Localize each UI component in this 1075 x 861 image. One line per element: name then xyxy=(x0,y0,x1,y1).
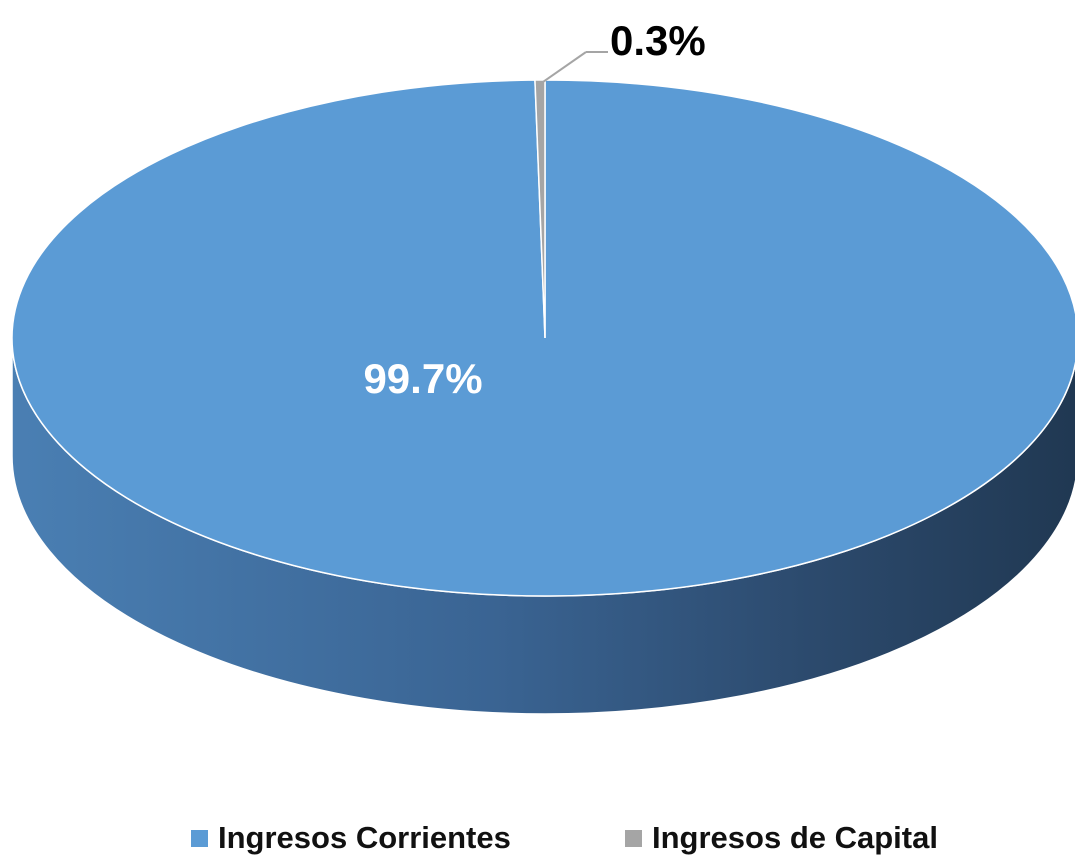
legend-item-ingresos-de-capital: Ingresos de Capital xyxy=(625,818,938,858)
legend-label-ingresos-de-capital: Ingresos de Capital xyxy=(652,820,938,855)
pie-slice-ingresos-corrientes xyxy=(11,79,1075,597)
legend: Ingresos Corrientes Ingresos de Capital xyxy=(0,818,1075,858)
data-label-ingresos-de-capital: 0.3% xyxy=(610,17,706,64)
leader-line xyxy=(539,51,587,85)
legend-label-ingresos-corrientes: Ingresos Corrientes xyxy=(218,820,511,855)
data-label-ingresos-corrientes: 99.7% xyxy=(363,355,482,402)
legend-item-ingresos-corrientes: Ingresos Corrientes xyxy=(191,818,511,858)
legend-swatch-ingresos-corrientes xyxy=(191,829,208,847)
legend-swatch-ingresos-de-capital xyxy=(625,829,642,847)
